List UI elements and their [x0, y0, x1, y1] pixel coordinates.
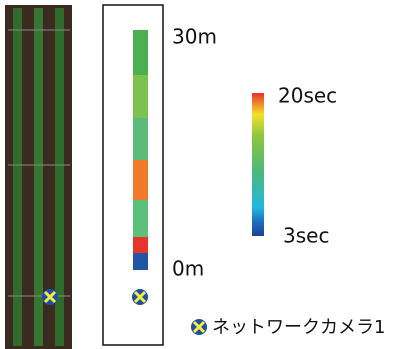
figure: 30m 0m 20sec 3sec ネットワークカメラ1	[0, 0, 400, 349]
color-scale-min: 3sec	[283, 224, 329, 248]
aerial-photo	[5, 5, 72, 349]
legend-marker	[191, 319, 207, 335]
legend-label: ネットワークカメラ1	[212, 317, 385, 338]
route-strip	[133, 30, 148, 270]
camera-marker	[132, 289, 148, 305]
color-scale	[252, 93, 264, 236]
color-scale-max: 20sec	[278, 84, 337, 108]
camera-marker	[42, 289, 58, 305]
distance-bottom: 0m	[172, 257, 204, 281]
distance-top: 30m	[172, 25, 217, 49]
